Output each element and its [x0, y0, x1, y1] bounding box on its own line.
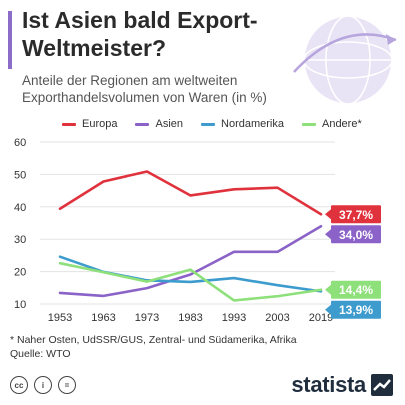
legend-label: Andere* — [321, 118, 362, 130]
end-label-box — [331, 280, 381, 299]
end-label-pointer — [325, 284, 331, 295]
line-chart: 10 20 30 40 50 60 1953 1963 1973 1983 1993 2003 2019… — [14, 137, 381, 324]
end-value-label: 13,9% — [339, 303, 373, 317]
y-tick-label: 30 — [14, 234, 26, 246]
legend-item: Asien — [135, 118, 183, 130]
series-line-europa — [58, 170, 323, 216]
footnote-note: * Naher Osten, UdSSR/GUS, Zentral- und S… — [10, 334, 297, 346]
y-tick-label: 20 — [14, 267, 26, 279]
legend-swatch — [62, 122, 76, 126]
statista-mark-icon — [371, 374, 393, 396]
title-accent-bar — [8, 11, 12, 69]
legend-item: Andere* — [301, 118, 362, 130]
cc-icon[interactable]: cc — [10, 376, 28, 394]
y-tick-label: 40 — [14, 202, 26, 214]
footer: cc i = statista — [0, 366, 405, 405]
x-tick-label: 1983 — [178, 312, 202, 324]
end-label-box — [331, 300, 381, 319]
statista-logo[interactable]: statista — [291, 372, 393, 398]
end-label-box — [331, 225, 381, 244]
legend-swatch — [201, 122, 216, 126]
end-label-pointer — [325, 229, 331, 240]
x-tick-label: 2003 — [265, 312, 289, 324]
license-icons: cc i = — [10, 376, 76, 394]
legend-swatch — [135, 122, 150, 126]
legend-item: Europa — [62, 118, 117, 130]
legend-label: Asien — [155, 118, 184, 130]
legend-swatch — [301, 122, 316, 126]
x-tick-label: 2019 — [309, 312, 333, 324]
by-icon[interactable]: i — [34, 376, 52, 394]
end-label-pointer — [325, 209, 331, 220]
nd-icon[interactable]: = — [58, 376, 76, 394]
brand-name: statista — [291, 372, 366, 397]
x-tick-label: 1993 — [222, 312, 246, 324]
x-tick-label: 1953 — [48, 312, 72, 324]
end-label-pointer — [325, 304, 331, 315]
footnote: * Naher Osten, UdSSR/GUS, Zentral- und S… — [10, 333, 297, 361]
end-value-label: 34,0% — [339, 228, 373, 242]
legend-label: Nordamerika — [221, 118, 284, 130]
x-tick-label: 1963 — [91, 312, 115, 324]
x-tick-label: 1973 — [135, 312, 159, 324]
globe-icon — [293, 15, 397, 105]
legend-label: Europa — [82, 118, 118, 130]
footnote-source: Quelle: WTO — [10, 348, 71, 360]
chart-legend: Europa Asien Nordamerika Andere* — [62, 118, 362, 130]
legend-item: Nordamerika — [201, 118, 284, 130]
y-tick-label: 60 — [14, 137, 26, 149]
end-label-box — [331, 205, 381, 224]
y-tick-label: 10 — [14, 299, 26, 311]
end-value-label: 37,7% — [339, 208, 373, 222]
y-tick-label: 50 — [14, 169, 26, 181]
page-title: Ist Asien bald Export-Weltmeister? — [22, 7, 258, 61]
page-subtitle: Anteile der Regionen am weltweiten Expor… — [22, 73, 267, 105]
end-value-label: 14,4% — [339, 283, 373, 297]
